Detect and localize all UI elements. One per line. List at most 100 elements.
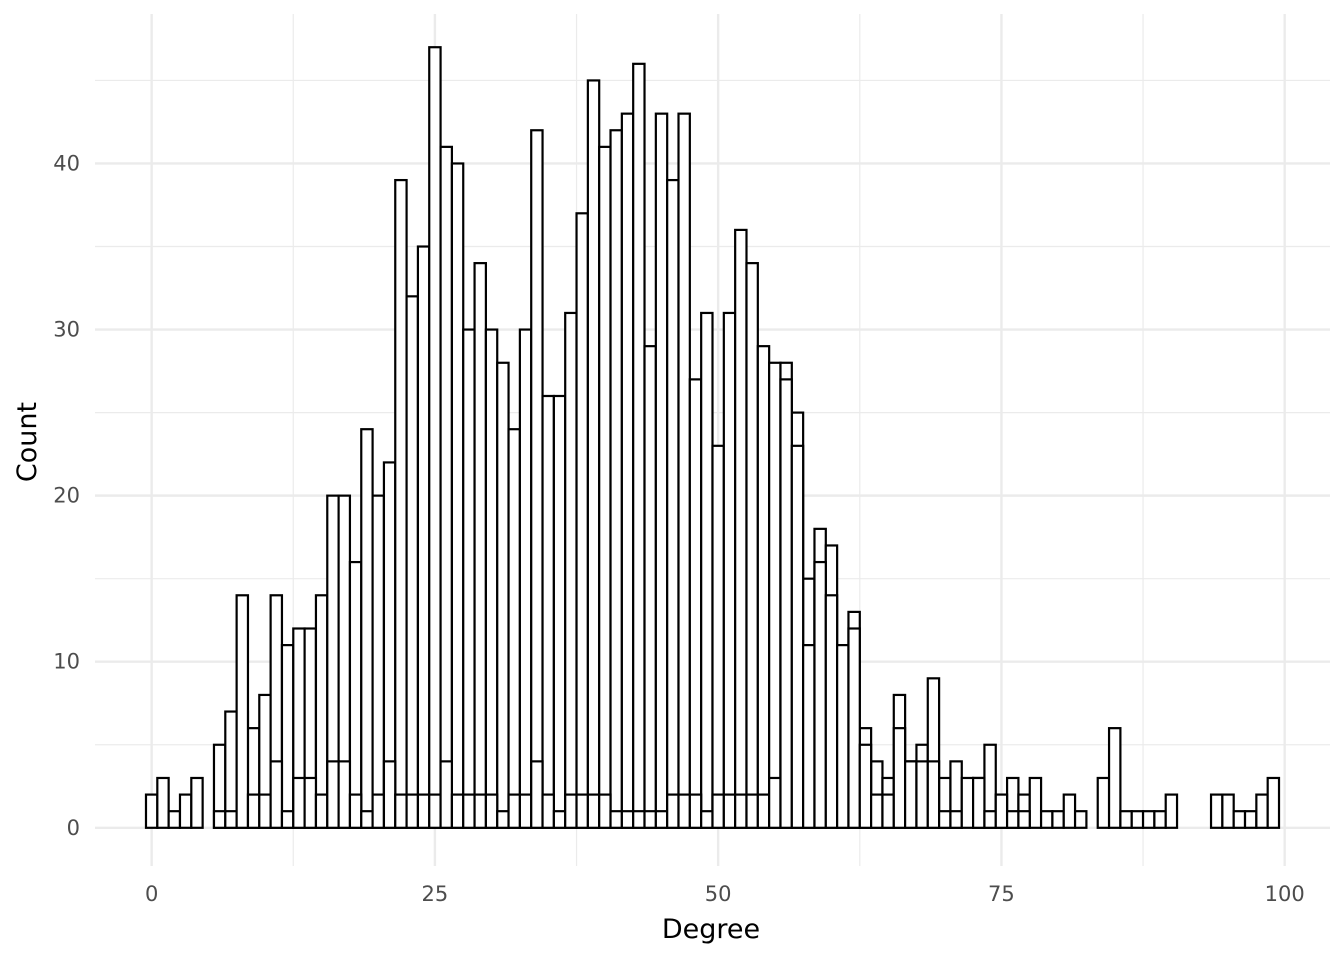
histogram-bar-series-2 xyxy=(836,644,850,829)
histogram-bar-series-2 xyxy=(586,793,601,829)
histogram-bar-series-1 xyxy=(496,361,510,829)
histogram-bar-series-1 xyxy=(756,345,771,829)
histogram-bar-series-2 xyxy=(552,810,567,829)
histogram-bar-series-1 xyxy=(643,345,657,829)
histogram-bar-series-1 xyxy=(450,162,465,829)
histogram-bar-series-1 xyxy=(1243,810,1258,829)
histogram-bar-series-2 xyxy=(337,760,352,829)
x-tick-label: 75 xyxy=(988,882,1015,906)
histogram-bar-series-1 xyxy=(144,793,159,829)
histogram-bar-series-1 xyxy=(416,245,431,829)
histogram-bar-series-1 xyxy=(586,79,601,829)
histogram-bar-series-1 xyxy=(518,328,533,829)
histogram-bar-series-1 xyxy=(1164,793,1179,829)
x-axis-title: Degree xyxy=(662,914,760,945)
histogram-bar-series-2 xyxy=(632,810,646,829)
x-tick-label: 25 xyxy=(422,882,449,906)
histogram-bar-series-1 xyxy=(507,428,521,829)
histogram-bar-series-2 xyxy=(224,810,238,829)
histogram-bar-series-1 xyxy=(632,62,646,829)
histogram-bar-series-2 xyxy=(484,793,499,829)
histogram-bar-series-2 xyxy=(292,776,306,829)
histogram-bar-series-2 xyxy=(280,810,295,829)
histogram-bar-series-1 xyxy=(360,428,374,829)
histogram-bar-series-2 xyxy=(779,378,793,829)
histogram-bar-series-2 xyxy=(734,793,748,829)
histogram-bar-series-2 xyxy=(654,810,669,829)
histogram-bar-series-1 xyxy=(1073,810,1088,829)
y-tick-label: 10 xyxy=(53,650,80,674)
histogram-bar-series-2 xyxy=(496,810,510,829)
histogram-bar-series-1 xyxy=(609,129,623,829)
histogram-bar-series-2 xyxy=(326,760,340,829)
histogram-bar-series-2 xyxy=(360,810,374,829)
histogram-bar-series-1 xyxy=(722,311,737,829)
histogram-bar-series-1 xyxy=(178,793,193,829)
histogram-bar-series-2 xyxy=(802,644,816,829)
histogram-bar-series-2 xyxy=(768,776,782,829)
histogram-bar-series-2 xyxy=(949,810,963,829)
histogram-bar-series-2 xyxy=(518,793,533,829)
histogram-bar-series-1 xyxy=(394,178,408,829)
histogram-bar-series-2 xyxy=(564,793,578,829)
histogram-bar-series-1 xyxy=(598,145,612,829)
histogram-bar-series-2 xyxy=(700,810,714,829)
histogram-bar-series-1 xyxy=(167,810,182,829)
histogram-bar-series-1 xyxy=(745,262,759,829)
histogram-bar-series-2 xyxy=(1017,810,1031,829)
histogram-bar-series-1 xyxy=(156,776,170,829)
histogram-bar-series-2 xyxy=(790,444,805,829)
histogram-bar-series-2 xyxy=(382,760,397,829)
histogram-bar-series-1 xyxy=(700,311,714,829)
histogram-bar-series-2 xyxy=(745,793,759,829)
histogram-bar-series-1 xyxy=(405,295,420,829)
histogram-bar-series-2 xyxy=(575,793,589,829)
histogram-bar-series-2 xyxy=(994,793,1009,829)
histogram-bar-series-2 xyxy=(756,793,771,829)
histogram-bar-series-1 xyxy=(688,378,703,829)
histogram-bar-series-2 xyxy=(677,793,691,829)
histogram-bar-series-1 xyxy=(1232,810,1247,829)
histogram-bar-series-1 xyxy=(1255,793,1269,829)
histogram-bar-series-1 xyxy=(552,394,567,829)
bars-layer xyxy=(144,46,1281,829)
histogram-bar-series-2 xyxy=(1005,810,1020,829)
histogram-bar-series-1 xyxy=(1051,810,1065,829)
histogram-bar-series-1 xyxy=(473,262,487,829)
histogram-bar-series-2 xyxy=(473,793,487,829)
histogram-bar-series-2 xyxy=(405,793,420,829)
histogram-bar-series-2 xyxy=(711,793,725,829)
histogram-bar-series-1 xyxy=(439,145,454,829)
histogram-bar-series-2 xyxy=(938,810,952,829)
histogram-bar-series-2 xyxy=(858,743,873,829)
histogram-bar-series-2 xyxy=(847,627,861,829)
histogram-bar-series-2 xyxy=(530,760,544,829)
histogram-bar-series-2 xyxy=(926,760,941,829)
x-tick-label: 0 xyxy=(145,882,158,906)
histogram-bar-series-1 xyxy=(1107,727,1122,829)
y-tick-label: 40 xyxy=(53,151,80,175)
histogram-bar-series-2 xyxy=(609,810,623,829)
histogram-bar-series-2 xyxy=(892,727,907,829)
histogram-bar-series-1 xyxy=(1039,810,1054,829)
x-tick-label: 100 xyxy=(1265,882,1305,906)
histogram-bar-series-2 xyxy=(870,793,884,829)
y-tick-label: 0 xyxy=(67,816,80,840)
histogram-bar-series-2 xyxy=(915,760,929,829)
histogram-bar-series-2 xyxy=(541,793,555,829)
histogram-bar-series-2 xyxy=(439,760,454,829)
histogram-bar-series-2 xyxy=(235,594,250,829)
histogram-bar-series-1 xyxy=(677,112,691,829)
histogram-bar-series-2 xyxy=(881,793,895,829)
histogram-bar-series-1 xyxy=(530,129,544,829)
histogram-bar-series-2 xyxy=(450,793,465,829)
histogram-bar-series-2 xyxy=(371,793,386,829)
histogram-bar-series-2 xyxy=(258,793,272,829)
histogram-bar-series-1 xyxy=(1153,810,1167,829)
histogram-bar-series-1 xyxy=(1266,776,1281,829)
histogram-bar-series-2 xyxy=(824,594,839,829)
histogram-bar-series-1 xyxy=(1096,776,1111,829)
histogram-bar-series-1 xyxy=(564,311,578,829)
